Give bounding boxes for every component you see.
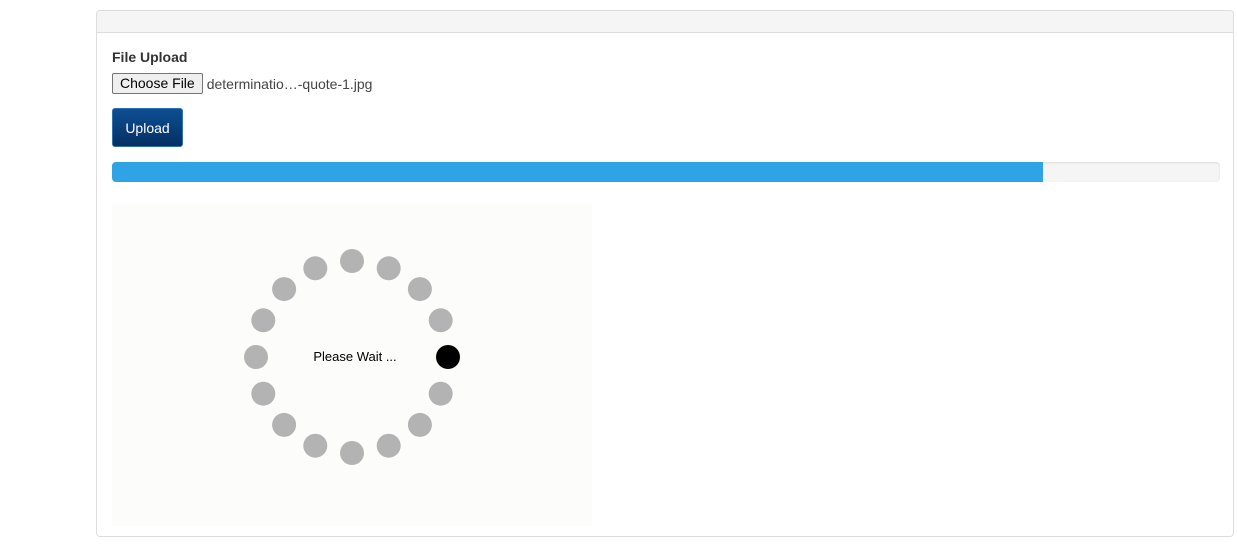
spinner-dot	[303, 433, 328, 458]
panel-heading	[97, 11, 1233, 33]
spinner-dot	[428, 308, 453, 333]
upload-button[interactable]: Upload	[112, 108, 183, 147]
progress-bar-fill	[112, 162, 1043, 182]
progress-bar	[112, 162, 1220, 182]
choose-file-button[interactable]: Choose File	[112, 73, 203, 94]
spinner-dot	[244, 345, 268, 369]
spinner-dot	[340, 441, 364, 465]
selected-file-name: determinatio…-quote-1.jpg	[206, 75, 373, 92]
file-input[interactable]: Choose File determinatio…-quote-1.jpg	[112, 73, 372, 94]
spinner-dot-active	[436, 345, 460, 369]
spinner-dot	[376, 433, 401, 458]
spinner-dot	[303, 256, 328, 281]
loading-spinner	[244, 249, 460, 465]
spinner-dot	[376, 256, 401, 281]
spinner-dot	[407, 412, 432, 437]
please-wait-text: Please Wait ...	[313, 349, 397, 364]
file-upload-label: File Upload	[112, 49, 188, 65]
spinner-dot	[251, 381, 276, 406]
upload-panel: File Upload Choose File determinatio…-qu…	[96, 10, 1234, 537]
spinner-dot	[340, 249, 364, 273]
spinner-dot	[251, 308, 276, 333]
spinner-dot	[407, 277, 432, 302]
loading-overlay: Please Wait ...	[112, 204, 592, 526]
spinner-dot	[428, 381, 453, 406]
spinner-dot	[272, 277, 297, 302]
spinner-dot	[272, 412, 297, 437]
